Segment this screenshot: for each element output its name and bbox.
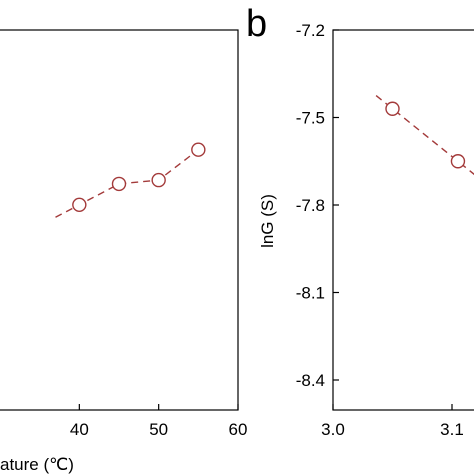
panel-b-x-tick-label: 3.1 <box>440 420 464 439</box>
panel-a: 40 50 60 ature (℃) <box>0 29 248 474</box>
panel-b-data-point <box>450 154 466 169</box>
panel-a-data-point <box>111 176 127 192</box>
panel-b-y-tick-label: -7.2 <box>296 21 325 40</box>
panel-b-series <box>375 95 474 176</box>
panel-b-y-axis-title: lnG (S) <box>258 194 277 248</box>
panel-a-data-point <box>191 142 206 157</box>
panel-a-frame <box>0 29 239 411</box>
panel-b-y-ticks: -7.2 -7.5 -7.8 -8.1 -8.4 <box>296 21 339 390</box>
panel-a-x-tick-label: 60 <box>229 420 248 439</box>
panel-b-x-tick-label: 3.0 <box>321 420 345 439</box>
panel-b-y-tick-label: -8.1 <box>296 284 325 303</box>
panel-a-x-ticks: 40 50 60 <box>70 404 248 439</box>
panel-a-data-point <box>72 197 87 213</box>
panel-b-y-tick-label: -7.8 <box>296 196 325 215</box>
panel-b: b -7.2 -7.5 -7.8 -8.1 -8.4 3.0 3.1 lnG (S) <box>246 3 474 439</box>
panel-b-frame <box>332 29 474 411</box>
panel-b-letter: b <box>246 3 267 45</box>
panel-a-x-tick-label: 50 <box>149 420 168 439</box>
panel-b-data-point <box>385 101 400 116</box>
panel-a-data-point <box>151 172 166 188</box>
panel-a-x-tick-label: 40 <box>70 420 89 439</box>
panel-a-plot-area <box>0 29 239 411</box>
panel-b-series-line <box>375 95 474 176</box>
panel-a-x-axis-title: ature (℃) <box>0 455 74 474</box>
panel-b-x-ticks: 3.0 3.1 <box>321 404 464 439</box>
panel-a-series <box>55 142 206 218</box>
panel-a-series-line <box>55 149 199 218</box>
panel-b-y-tick-label: -7.5 <box>296 109 325 128</box>
panel-b-plot-area <box>332 29 474 411</box>
panel-b-y-tick-label: -8.4 <box>296 371 325 390</box>
